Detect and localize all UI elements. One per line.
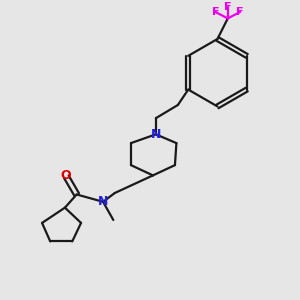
Text: F: F	[212, 7, 219, 17]
Text: N: N	[98, 195, 108, 208]
Text: N: N	[151, 128, 161, 141]
Text: F: F	[224, 2, 232, 12]
Text: O: O	[60, 169, 70, 182]
Text: F: F	[236, 7, 244, 17]
